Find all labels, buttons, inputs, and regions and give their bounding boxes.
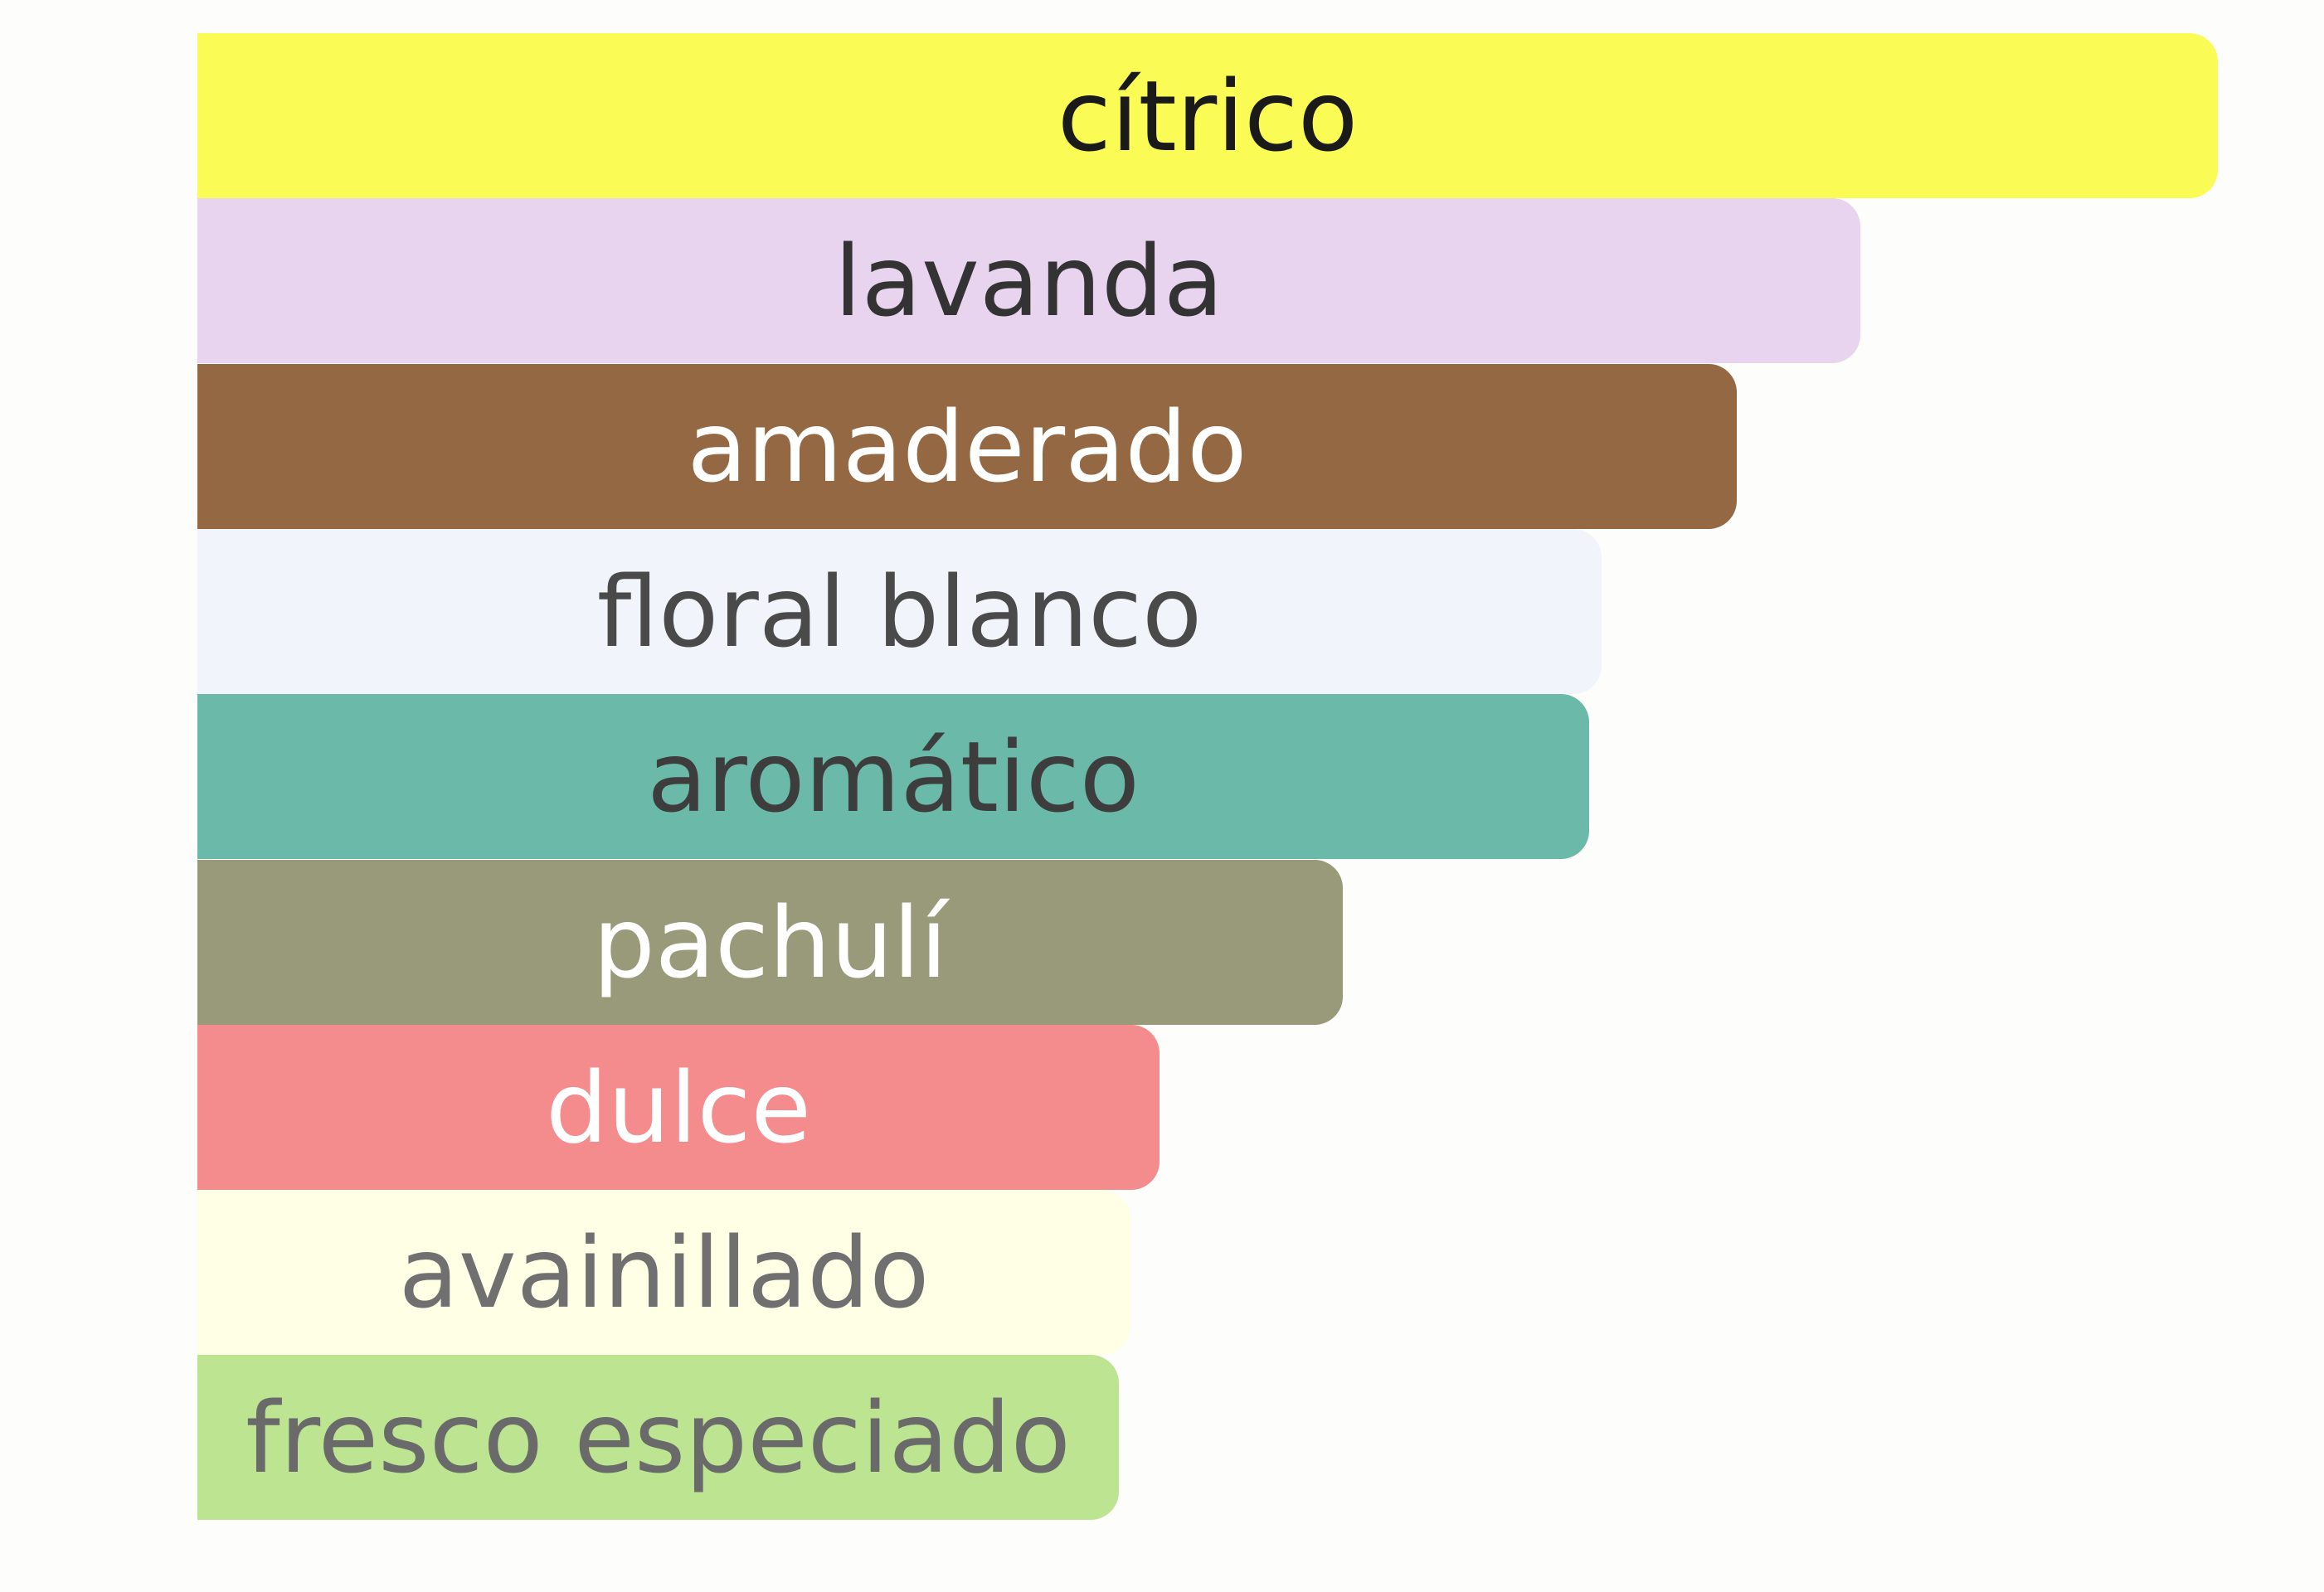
accord-bar: aromático xyxy=(197,694,1589,859)
accord-bar: avainillado xyxy=(197,1190,1130,1355)
accord-label: cítrico xyxy=(1057,58,1359,173)
accord-label: pachulí xyxy=(592,885,948,1000)
accord-label: floral blanco xyxy=(596,554,1203,669)
accord-bar: lavanda xyxy=(197,198,1860,363)
accord-label: fresco especiado xyxy=(246,1380,1071,1495)
accord-bar: amaderado xyxy=(197,364,1737,529)
accord-label: dulce xyxy=(546,1050,811,1165)
accord-label: aromático xyxy=(647,719,1140,834)
accord-label: lavanda xyxy=(834,223,1224,338)
accord-bar: dulce xyxy=(197,1025,1160,1190)
accord-bar: pachulí xyxy=(197,860,1343,1025)
accord-bar: floral blanco xyxy=(197,529,1602,694)
accord-label: avainillado xyxy=(398,1215,930,1330)
accord-bar: fresco especiado xyxy=(197,1355,1119,1520)
accord-label: amaderado xyxy=(687,389,1247,504)
accord-bar: cítrico xyxy=(197,33,2218,198)
